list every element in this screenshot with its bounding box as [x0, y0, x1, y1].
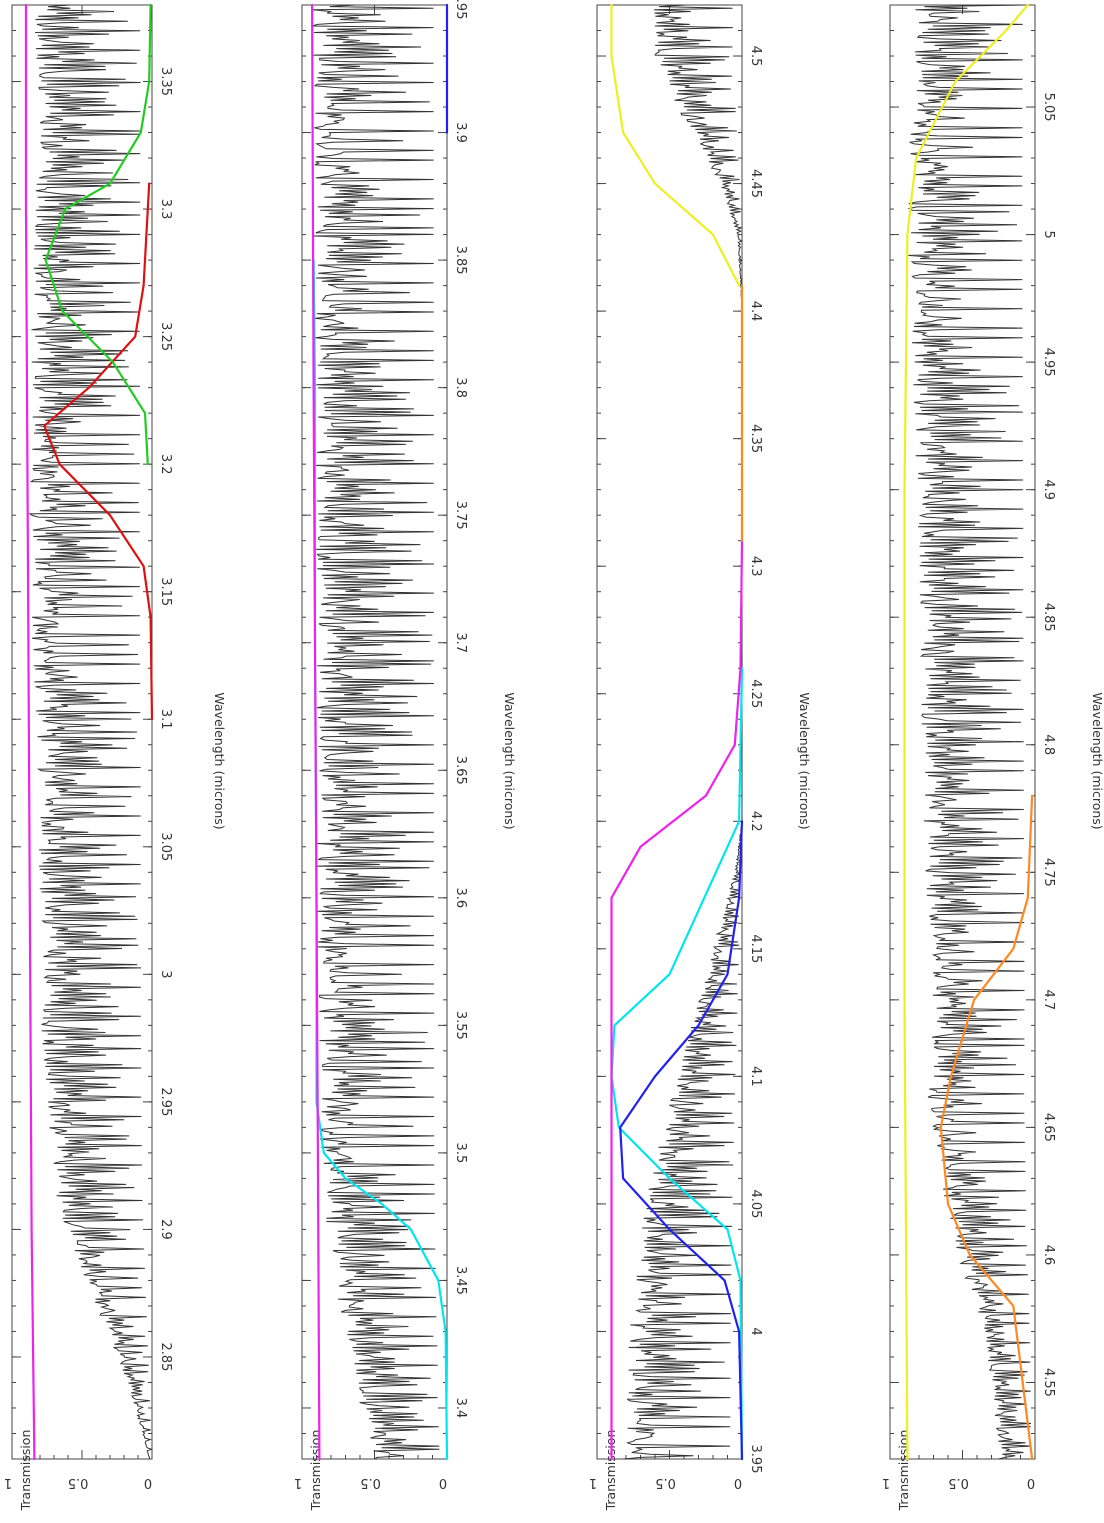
x-tick-label: 5 — [1041, 230, 1056, 238]
x-tick-label: 4.1 — [748, 1066, 763, 1087]
x-tick-label: 4.6 — [1041, 1245, 1056, 1266]
x-tick-label: 3.95 — [748, 1445, 763, 1474]
x-tick-label: 2.9 — [158, 1219, 173, 1240]
x-tick-label: 3.65 — [453, 756, 468, 785]
panel-1: Wavelength (microns) Transmission 2.85 2.… — [4, 3, 227, 1512]
filter-curve-3 — [610, 539, 744, 1461]
x-tick-label: 3.9 — [453, 122, 468, 143]
x-tick-label: 3.95 — [453, 0, 468, 19]
filter-curve-2 — [43, 182, 154, 721]
x-tick-label: 4.15 — [748, 934, 763, 963]
y-tick-label: 0 — [144, 1475, 152, 1490]
filter-curve-1 — [610, 667, 744, 1461]
x-axis-title: Wavelength (microns) — [502, 692, 517, 829]
panel-4: Wavelength (microns) Transmission 4.55 4.… — [882, 3, 1104, 1512]
y-tick-label: 1 — [589, 1475, 597, 1490]
y-tick-label: 0 — [734, 1475, 742, 1490]
x-tick-label: 4.7 — [1041, 989, 1056, 1010]
y-axis-title: Transmission — [896, 1430, 911, 1512]
x-tick-label: 3.6 — [453, 887, 468, 908]
x-tick-label: 3.1 — [158, 709, 173, 730]
y-tick-label: 0.5 — [68, 1475, 89, 1490]
x-tick-label: 4.35 — [748, 424, 763, 453]
x-axis-title: Wavelength (microns) — [212, 692, 227, 829]
y-tick-label: 1 — [4, 1475, 12, 1490]
y-axis-title: Transmission — [308, 1430, 323, 1512]
x-tick-label: 4.85 — [1041, 603, 1056, 632]
x-tick-label: 4.65 — [1041, 1113, 1056, 1142]
x-tick-label: 3.15 — [158, 577, 173, 606]
x-tick-label: 4.05 — [748, 1189, 763, 1218]
x-tick-label: 3.85 — [453, 246, 468, 275]
x-tick-label: 3.25 — [158, 322, 173, 351]
x-tick-label: 4.2 — [748, 811, 763, 832]
x-tick-label: 4.95 — [1041, 348, 1056, 377]
x-tick-label: 4.45 — [748, 169, 763, 198]
panel-2: Wavelength (microns) Transmission 3.4 3.4… — [294, 0, 517, 1511]
x-tick-label: 3.4 — [453, 1398, 468, 1419]
x-tick-label: 3.3 — [158, 199, 173, 220]
filter-curve-1 — [939, 794, 1034, 1461]
y-tick-label: 0.5 — [655, 1475, 676, 1490]
x-tick-label: 4.55 — [1041, 1368, 1056, 1397]
y-axis-title: Transmission — [18, 1430, 33, 1512]
y-tick-label: 1 — [882, 1475, 890, 1490]
x-tick-label: 5.05 — [1041, 93, 1056, 122]
plot-frame — [301, 4, 448, 1460]
x-tick-label: 4.5 — [748, 46, 763, 67]
y-tick-label: 0.5 — [948, 1475, 969, 1490]
y-tick-label: 0 — [1027, 1475, 1035, 1490]
y-axis-title: Transmission — [603, 1430, 618, 1512]
x-tick-label: 3.7 — [453, 632, 468, 653]
x-tick-label: 3.5 — [453, 1143, 468, 1164]
x-tick-label: 4 — [748, 1327, 763, 1335]
filter-curve-1 — [24, 3, 36, 1461]
atmosphere-transmission-line — [623, 4, 743, 1460]
y-tick-label: 0.5 — [360, 1475, 381, 1490]
filter-curve-2 — [619, 820, 744, 1461]
atmosphere-transmission-line — [28, 4, 153, 1460]
y-tick-label: 1 — [294, 1475, 302, 1490]
x-tick-label: 3 — [158, 970, 173, 978]
y-tick-label: 0 — [439, 1475, 447, 1490]
plot-frame — [596, 4, 743, 1460]
atmosphere-transmission-line — [907, 4, 1032, 1460]
x-tick-label: 3.35 — [158, 67, 173, 96]
x-tick-label: 2.95 — [158, 1087, 173, 1116]
x-tick-label: 3.75 — [453, 501, 468, 530]
x-axis-title: Wavelength (microns) — [797, 692, 812, 829]
x-axis-title: Wavelength (microns) — [1090, 692, 1104, 829]
filter-curve-2 — [903, 3, 1029, 1461]
x-tick-label: 3.45 — [453, 1266, 468, 1295]
x-tick-label: 4.3 — [748, 556, 763, 577]
x-tick-label: 3.05 — [158, 832, 173, 861]
panel-3: Wavelength (microns) Transmission 3.95 4 4… — [589, 3, 812, 1512]
atmosphere-transmission-line — [312, 4, 440, 1460]
x-tick-label: 3.2 — [158, 454, 173, 475]
x-tick-label: 4.4 — [748, 301, 763, 322]
x-tick-label: 4.25 — [748, 679, 763, 708]
x-tick-label: 4.8 — [1041, 734, 1056, 755]
filter-curve-5 — [610, 3, 741, 287]
x-tick-label: 2.85 — [158, 1342, 173, 1371]
filter-curve-2 — [311, 3, 321, 1461]
x-tick-label: 3.8 — [453, 377, 468, 398]
x-tick-label: 4.9 — [1041, 479, 1056, 500]
filter-curve-3 — [44, 3, 152, 466]
x-tick-label: 4.75 — [1041, 858, 1056, 887]
x-tick-label: 3.55 — [453, 1011, 468, 1040]
